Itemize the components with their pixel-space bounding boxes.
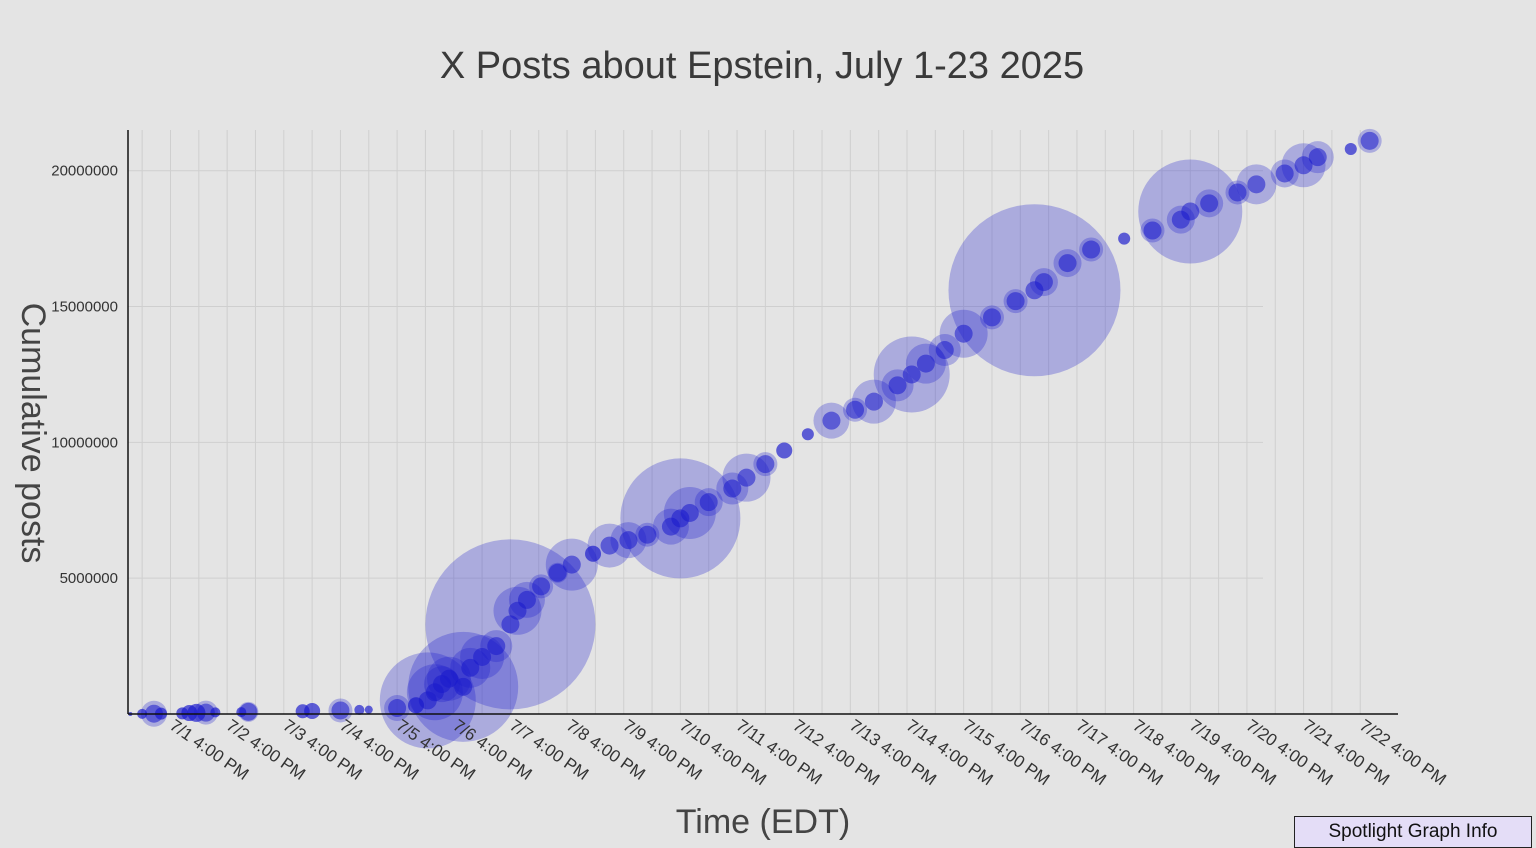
data-bubble-core [1228,183,1247,202]
chart-title: X Posts about Epstein, July 1-23 2025 [440,45,1084,87]
data-bubble-core [699,493,718,512]
data-bubble-core [916,354,935,373]
data-bubble-core [801,428,814,441]
data-bubble-core [501,615,520,634]
data-bubble-core [1275,164,1294,183]
data-bubble-core [388,699,407,718]
data-bubble-core [532,577,551,596]
x-axis-ticks: 7/1 4:00 PM7/2 4:00 PM7/3 4:00 PM7/4 4:0… [166,716,1449,790]
data-bubble-core [756,455,775,474]
data-bubble-core [888,376,907,395]
data-bubble-core [822,411,841,430]
data-bubble-core [954,324,973,343]
data-bubble-core [982,308,1001,327]
data-bubble-core [1006,292,1025,311]
data-bubble-core [473,647,492,666]
data-bubble-core [585,545,602,562]
data-bubble-core [331,701,350,720]
data-bubble-core [1058,254,1077,273]
data-bubble-core [440,669,459,688]
data-bubble-core [454,677,473,696]
y-axis-ticks: 5000000 10000000 15000000 20000000 [51,163,118,587]
data-bubble-core [1118,232,1131,245]
data-bubble-core [1200,194,1219,213]
data-bubble-core [1360,131,1379,150]
data-bubble-core [737,468,756,487]
data-bubble-core [723,479,742,498]
data-bubble-core [562,555,581,574]
data-bubble-core [364,705,373,714]
axes [127,130,1398,715]
data-bubble-core [638,525,657,544]
y-axis-title: Cumulative posts [14,303,52,564]
grid-lines [128,130,1361,714]
data-bubble-core [517,590,536,609]
data-bubble-core [776,442,793,459]
data-bubble-core [1034,273,1053,292]
data-bubble-core [1181,202,1200,221]
data-bubble-core [1082,240,1101,259]
data-bubble-core [864,392,883,411]
data-bubble-core [600,536,619,555]
data-bubble-core [239,702,258,721]
data-bubble-core [1247,175,1266,194]
y-tick-label: 5000000 [60,570,118,587]
data-bubble-core [1344,143,1357,156]
data-bubbles [128,128,1382,749]
data-bubble-core [210,707,221,718]
data-bubble-core [548,563,567,582]
data-bubble-core [619,531,638,550]
data-bubble-core [846,400,865,419]
data-bubble-core [935,341,954,360]
spotlight-graph-info-button[interactable]: Spotlight Graph Info [1294,816,1532,848]
data-bubble-core [354,704,365,715]
y-tick-label: 15000000 [51,299,118,316]
data-bubble-core [1294,156,1313,175]
x-axis-title: Time (EDT) [676,803,850,841]
data-bubble-core [487,637,506,656]
data-bubble-core [1143,221,1162,240]
data-bubble-core [1308,148,1327,167]
data-bubble-core [680,503,699,522]
data-bubble-core [196,703,215,722]
y-tick-label: 20000000 [51,163,118,180]
data-bubble-core [902,365,921,384]
data-bubble-core [304,703,321,720]
y-tick-label: 10000000 [51,434,118,451]
data-bubble-core [461,658,480,677]
